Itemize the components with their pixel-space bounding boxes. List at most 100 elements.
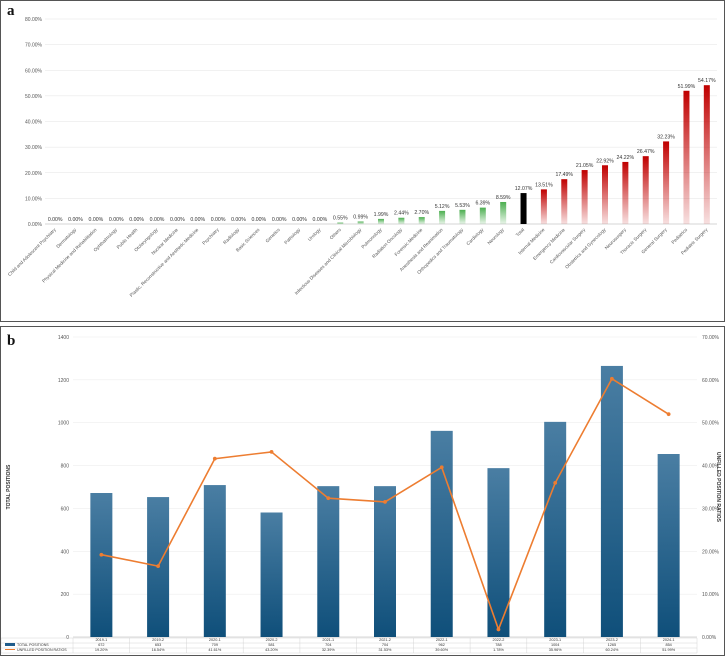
y2-tick-label-b: 0.00% bbox=[702, 635, 717, 641]
line-point bbox=[212, 456, 217, 461]
table-cell-total-positions: 653 bbox=[155, 643, 161, 647]
x-tick-label-a: Child and Adolescent Psychiatry bbox=[7, 227, 57, 277]
x-tick-label-b: 2021-2 bbox=[379, 638, 391, 642]
table-cell-total-positions: 962 bbox=[439, 643, 445, 647]
line-point bbox=[553, 480, 558, 485]
data-label: 0.00% bbox=[150, 217, 165, 223]
data-label: 24.22% bbox=[617, 155, 635, 161]
line-point bbox=[99, 552, 104, 557]
x-tick-label-b: 2019-2 bbox=[152, 638, 164, 642]
bar bbox=[374, 486, 396, 637]
data-label: 0.99% bbox=[353, 214, 368, 220]
line-point bbox=[326, 496, 331, 501]
chart-panel-b: b 0 200 400 600 800 1000 1200 1400 0.00% 10.00% 20… bbox=[0, 326, 725, 656]
bar bbox=[317, 486, 340, 637]
bar bbox=[430, 430, 453, 637]
y-tick-label-a: 20.00% bbox=[25, 171, 43, 177]
data-label: 0.00% bbox=[170, 217, 185, 223]
bar bbox=[418, 217, 425, 224]
data-label: 0.00% bbox=[129, 217, 144, 223]
panel-label-b: b bbox=[7, 333, 16, 349]
x-tick-label-b: 2023-2 bbox=[606, 638, 618, 642]
table-cell-total-positions: 672 bbox=[98, 643, 104, 647]
bar bbox=[622, 161, 629, 224]
bar bbox=[398, 217, 405, 224]
table-cell-unfilled-ratio: 31.53% bbox=[379, 648, 393, 652]
table-cell-unfilled-ratio: 41.61% bbox=[208, 648, 222, 652]
data-label: 0.00% bbox=[292, 217, 307, 223]
data-label: 0.00% bbox=[251, 217, 266, 223]
table-cell-total-positions: 1004 bbox=[551, 643, 559, 647]
y-tick-label-a: 30.00% bbox=[25, 145, 43, 151]
table-cell-total-positions: 704 bbox=[382, 643, 388, 647]
legend-label-unfilled-ratio: UNFILLED POSITION RATIOS bbox=[17, 648, 67, 652]
y-tick-label-b: 800 bbox=[61, 464, 70, 470]
table-cell-unfilled-ratio: 16.54% bbox=[152, 648, 166, 652]
bar bbox=[703, 85, 710, 224]
table-cell-unfilled-ratio: 32.39% bbox=[322, 648, 336, 652]
data-label: 0.00% bbox=[211, 217, 226, 223]
bar bbox=[544, 421, 567, 637]
table-cell-total-positions: 581 bbox=[268, 643, 274, 647]
data-label: 0.00% bbox=[48, 217, 63, 223]
y2-tick-label-b: 60.00% bbox=[702, 378, 720, 384]
x-tick-label-a: Pediatrics bbox=[670, 227, 688, 245]
bar bbox=[260, 512, 283, 637]
x-tick-label-a: Cardiology bbox=[465, 227, 485, 247]
line-point bbox=[496, 627, 501, 632]
data-label: 0.55% bbox=[333, 216, 348, 222]
x-tick-label-b: 2024-1 bbox=[663, 638, 675, 642]
line-point bbox=[439, 465, 444, 470]
data-label: 6.39% bbox=[475, 201, 490, 207]
y-tick-label-a: 10.00% bbox=[25, 196, 43, 202]
data-label: 8.59% bbox=[496, 195, 511, 201]
legend-label-total-positions: TOTAL POSITIONS bbox=[17, 643, 49, 647]
x-tick-label-a: Others bbox=[329, 227, 343, 241]
line-point bbox=[383, 499, 387, 504]
y2-tick-label-b: 10.00% bbox=[702, 592, 720, 598]
bar bbox=[337, 222, 344, 224]
bar bbox=[203, 485, 226, 637]
line-point bbox=[666, 412, 671, 417]
data-label: 0.00% bbox=[68, 217, 83, 223]
bar bbox=[540, 189, 547, 224]
data-label: 0.00% bbox=[231, 217, 246, 223]
bar bbox=[683, 90, 690, 224]
y-tick-label-a: 80.00% bbox=[25, 17, 43, 23]
y-tick-label-b: 1200 bbox=[58, 378, 69, 384]
x-tick-label-b: 2022-2 bbox=[493, 638, 505, 642]
bar bbox=[520, 193, 527, 224]
x-tick-label-b: 2020-2 bbox=[266, 638, 278, 642]
data-label: 17.49% bbox=[555, 172, 573, 178]
y-tick-label-b: 200 bbox=[61, 592, 70, 598]
bar bbox=[500, 201, 507, 224]
x-tick-label-b: 2019-1 bbox=[95, 638, 107, 642]
chart-panel-a: a 0.00% 10.00% 20.00% 30.00% 40.00% 50.00% 60.… bbox=[0, 0, 725, 322]
y-tick-label-a: 40.00% bbox=[25, 120, 43, 126]
y-tick-label-b: 600 bbox=[61, 506, 70, 512]
x-tick-label-a: Genetics bbox=[265, 227, 282, 244]
line-point bbox=[610, 376, 614, 381]
y-tick-label-a: 50.00% bbox=[25, 94, 43, 100]
table-cell-unfilled-ratio: 19.20% bbox=[95, 648, 109, 652]
data-label: 26.47% bbox=[637, 149, 655, 155]
bar bbox=[487, 468, 510, 637]
x-tick-label-b: 2022-1 bbox=[436, 638, 448, 642]
y2-tick-label-b: 50.00% bbox=[702, 421, 720, 427]
table-cell-unfilled-ratio: 43.20% bbox=[265, 648, 279, 652]
x-tick-label-a: Cardiovascular Surgery bbox=[549, 227, 587, 265]
data-label: 0.00% bbox=[109, 217, 124, 223]
legend-swatch-total-positions bbox=[5, 643, 15, 646]
bar bbox=[459, 209, 466, 224]
data-label: 54.17% bbox=[698, 78, 716, 84]
data-label: 2.44% bbox=[394, 211, 409, 217]
x-tick-label-a: Psychiatry bbox=[201, 227, 220, 246]
table-cell-total-positions: 1265 bbox=[608, 643, 616, 647]
y-tick-label-a: 60.00% bbox=[25, 68, 43, 74]
x-tick-label-b: 2023-1 bbox=[549, 638, 561, 642]
y2-tick-label-b: 30.00% bbox=[702, 506, 720, 512]
y2-tick-label-b: 40.00% bbox=[702, 464, 720, 470]
data-label: 32.23% bbox=[657, 134, 675, 140]
line-point bbox=[156, 564, 160, 569]
table-cell-unfilled-ratio: 1.78% bbox=[493, 648, 504, 652]
